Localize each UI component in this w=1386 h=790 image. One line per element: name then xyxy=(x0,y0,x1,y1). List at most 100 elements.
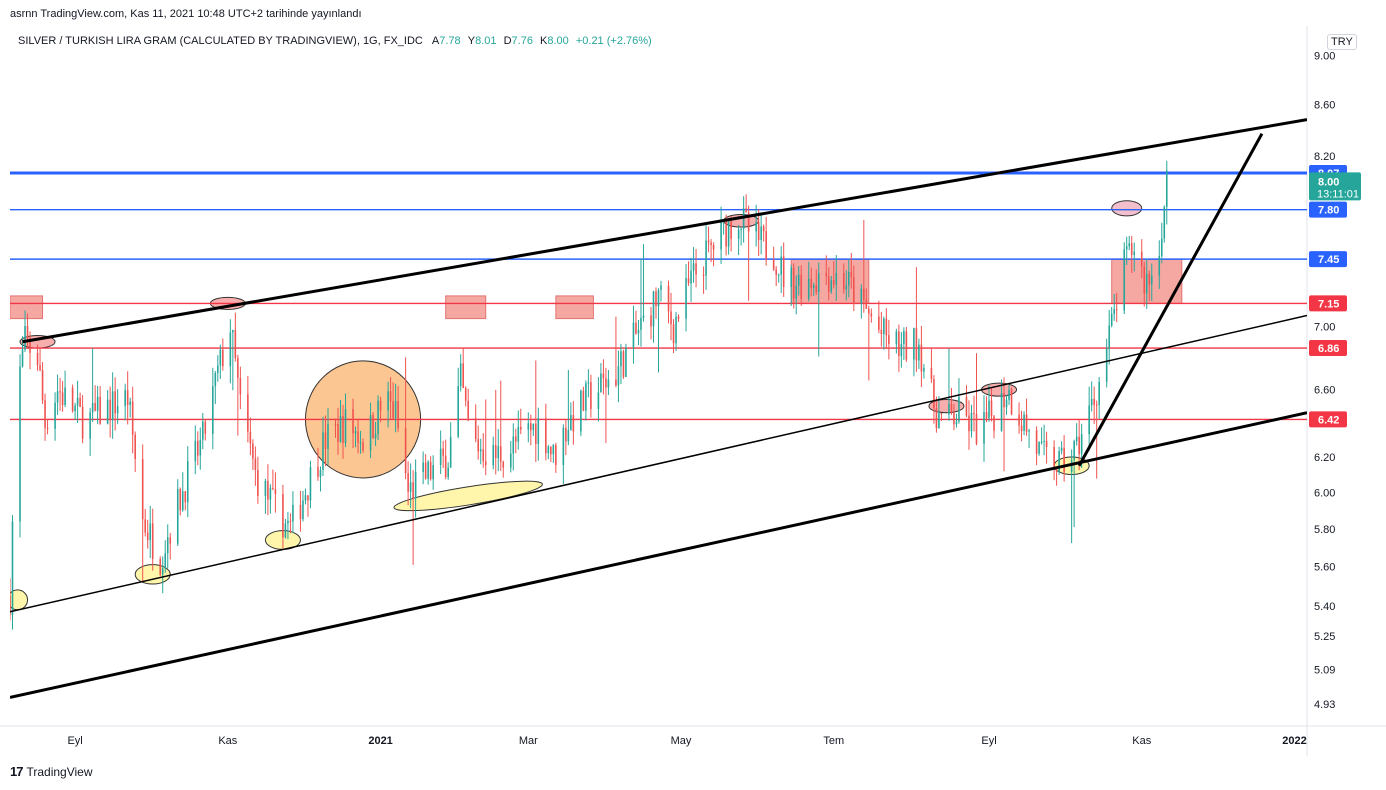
candle xyxy=(968,400,970,450)
candle xyxy=(607,370,610,396)
candle-body xyxy=(1133,251,1136,255)
candle xyxy=(532,423,535,437)
candle xyxy=(186,446,189,518)
candle-body xyxy=(815,285,818,293)
candle-body xyxy=(409,482,412,492)
candle xyxy=(915,267,918,372)
candle-body xyxy=(780,256,782,275)
footer-brand[interactable]: 17 TradingView xyxy=(10,764,93,779)
candle-body xyxy=(667,285,670,312)
y-tick-label: 5.60 xyxy=(1314,562,1335,574)
candle-body xyxy=(114,391,116,414)
candle xyxy=(985,396,988,423)
candle-body xyxy=(29,337,31,353)
candle xyxy=(287,511,289,540)
candle xyxy=(422,451,424,485)
y-tick-label: 6.20 xyxy=(1314,452,1335,464)
candle xyxy=(730,216,732,252)
zone-rect xyxy=(555,295,594,320)
candle-body xyxy=(494,445,497,459)
candle xyxy=(19,354,21,538)
candle-body xyxy=(176,489,179,544)
candle xyxy=(76,380,79,424)
candle xyxy=(369,402,372,459)
candle-body xyxy=(219,349,222,366)
zone-rect xyxy=(790,258,870,304)
candle xyxy=(179,487,182,516)
candle-body xyxy=(948,403,950,415)
candle xyxy=(46,420,49,435)
candle-body xyxy=(1075,436,1078,442)
candle-body xyxy=(324,432,327,450)
low-label: D xyxy=(503,35,512,47)
candle xyxy=(1148,270,1151,302)
candle-body xyxy=(214,373,217,387)
chart-frame[interactable]: 4.93 5.09 5.25 5.40 5.60 5.80 6.00 6.20 6.42 6.60… xyxy=(0,26,1386,756)
candle xyxy=(1060,441,1063,455)
candle-body xyxy=(1035,430,1038,454)
candle-body xyxy=(237,358,239,379)
close-value: 8.00 xyxy=(547,35,569,47)
y-tick-label: 6.00 xyxy=(1314,487,1335,499)
candle-body xyxy=(615,379,617,386)
candle-body xyxy=(284,523,287,538)
candle-body xyxy=(61,392,64,406)
candle-body xyxy=(797,274,800,286)
candle-body xyxy=(800,274,803,299)
candle-body xyxy=(675,316,677,344)
chart-canvas[interactable]: 4.93 5.09 5.25 5.40 5.60 5.80 6.00 6.20 6.42 6.60… xyxy=(0,26,1386,756)
candle xyxy=(204,419,207,441)
candle xyxy=(199,427,202,470)
candle xyxy=(509,440,512,473)
candle xyxy=(239,366,242,410)
candle-body xyxy=(462,363,464,388)
candle xyxy=(737,225,740,256)
candle-body xyxy=(918,344,920,361)
candle xyxy=(257,456,259,504)
candle xyxy=(965,385,968,418)
candle-body xyxy=(747,212,750,232)
candle-body xyxy=(459,363,462,387)
currency-badge[interactable]: TRY xyxy=(1327,34,1357,50)
candle xyxy=(765,216,767,266)
candle xyxy=(429,456,432,481)
candle xyxy=(439,430,442,475)
candle xyxy=(517,410,520,450)
candle-body xyxy=(532,423,535,431)
candle-body xyxy=(196,440,199,456)
candle xyxy=(933,375,935,424)
trend-line xyxy=(22,118,1307,344)
x-tick-label: 2022 xyxy=(1282,735,1306,747)
candle-body xyxy=(655,291,657,307)
candle-body xyxy=(968,415,970,432)
candle xyxy=(622,349,625,379)
candle xyxy=(845,270,848,301)
candle-body xyxy=(184,491,187,503)
candle xyxy=(444,439,447,480)
candle-body xyxy=(89,412,91,439)
candle xyxy=(334,418,337,438)
candle xyxy=(36,344,39,371)
candle-body xyxy=(274,489,277,494)
candle-body xyxy=(334,423,337,425)
candle xyxy=(1028,428,1030,449)
candle xyxy=(344,393,347,448)
candle xyxy=(970,404,973,438)
y-tick-label: 8.60 xyxy=(1314,99,1335,111)
candle-body xyxy=(635,322,637,334)
candle xyxy=(176,479,179,547)
candle-body xyxy=(352,409,354,434)
candle-body xyxy=(755,222,757,232)
candle xyxy=(655,287,657,319)
candle-body xyxy=(1115,309,1118,311)
change-value: +0.21 (+2.76%) xyxy=(575,35,652,47)
candle-body xyxy=(474,418,477,440)
candle xyxy=(457,367,459,439)
candle-body xyxy=(940,413,943,415)
candle xyxy=(895,328,898,354)
candle-body xyxy=(1010,389,1013,415)
candle-body xyxy=(74,405,76,412)
candle xyxy=(918,338,920,370)
candle-body xyxy=(1060,447,1063,452)
candle-body xyxy=(885,318,888,336)
